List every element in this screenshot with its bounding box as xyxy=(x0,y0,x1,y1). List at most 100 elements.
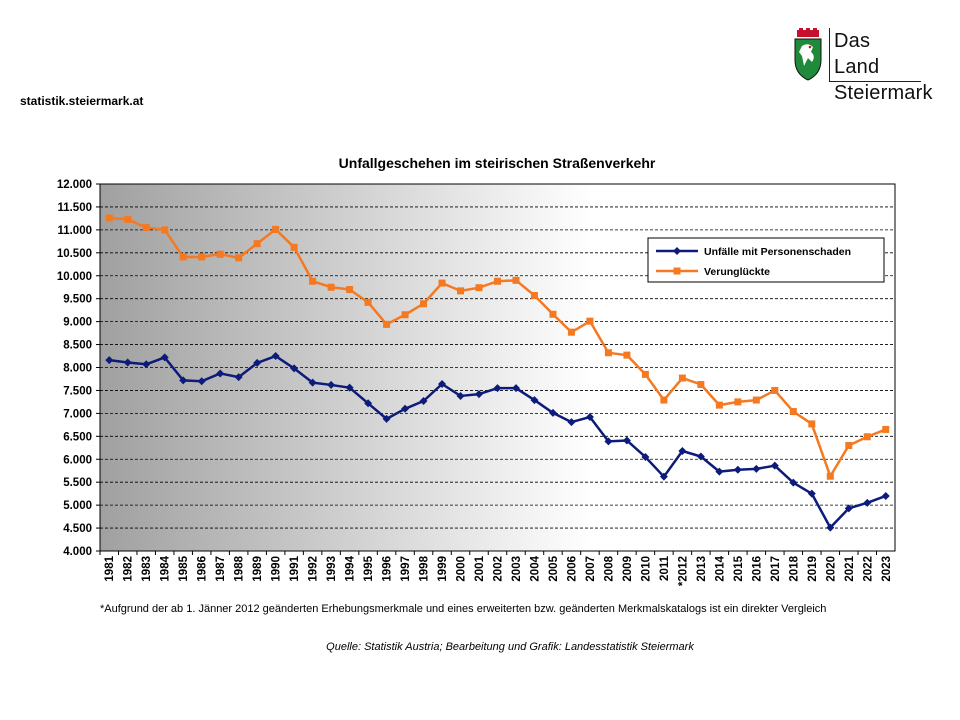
data-point-diamond xyxy=(659,472,668,481)
x-tick-label: 2000 xyxy=(456,556,468,582)
data-point-square xyxy=(789,408,797,416)
data-point-square xyxy=(697,380,705,388)
data-point-diamond xyxy=(548,408,557,417)
data-point-square xyxy=(882,425,890,433)
x-tick-label: 1999 xyxy=(437,556,449,582)
data-point-square xyxy=(457,287,465,295)
x-tick-label: 1998 xyxy=(419,555,431,581)
data-point-diamond xyxy=(197,377,206,386)
y-tick-label: 8.500 xyxy=(63,340,92,352)
data-point-diamond xyxy=(327,380,336,389)
footnote: *Aufgrund der ab 1. Jänner 2012 geändert… xyxy=(100,603,826,615)
data-point-square xyxy=(364,298,372,306)
x-tick-label: 2005 xyxy=(548,555,560,581)
data-point-diamond xyxy=(142,360,151,369)
data-point-diamond xyxy=(401,404,410,413)
y-tick-label: 6.000 xyxy=(63,454,92,466)
data-point-diamond xyxy=(290,364,299,373)
x-axis: 1981 1982 1983 1984 1985 1986 1987 1988 1989 1990… xyxy=(99,551,893,586)
data-point-square xyxy=(142,224,150,232)
y-axis: 4.000 4.500 5.000 5.500 6.000 6.500 7.000 7.500… xyxy=(57,179,100,558)
data-point-diamond xyxy=(364,399,373,408)
data-point-diamond xyxy=(308,378,317,387)
data-point-diamond xyxy=(160,353,169,362)
legend: Unfälle mit Personenschaden Verunglückte xyxy=(647,237,885,283)
y-tick-label: 9.000 xyxy=(63,317,92,329)
data-point-square xyxy=(438,279,446,287)
x-tick-label: 1993 xyxy=(326,556,338,582)
x-tick-label: 1983 xyxy=(141,556,153,582)
chart-title: Unfallgeschehen im steirischen Straßenve… xyxy=(339,155,656,171)
x-tick-label: 1989 xyxy=(252,556,264,582)
logo-line-1: Das Land xyxy=(834,30,880,78)
data-point-diamond xyxy=(604,437,613,446)
x-tick-label: 2001 xyxy=(474,555,486,581)
data-point-square xyxy=(863,433,871,441)
data-point-square xyxy=(235,254,243,262)
x-tick-label: 2018 xyxy=(788,555,800,581)
legend-label-2: Verunglückte xyxy=(704,266,770,278)
x-tick-label: 2021 xyxy=(844,555,856,581)
data-point-diamond xyxy=(530,396,539,405)
x-tick-label: 2004 xyxy=(529,555,541,581)
source-note: Quelle: Statistik Austria; Bearbeitung u… xyxy=(326,641,694,653)
x-tick-label: 1987 xyxy=(215,556,227,582)
x-tick-label: 1996 xyxy=(382,556,394,582)
y-tick-label: 5.000 xyxy=(63,500,92,512)
data-point-square xyxy=(678,374,686,382)
y-tick-label: 12.000 xyxy=(57,179,92,191)
data-point-square xyxy=(346,286,354,294)
logo-text: Das Land Steiermark xyxy=(829,28,933,104)
x-tick-label: *2012 xyxy=(677,556,689,586)
x-tick-label: 1986 xyxy=(197,556,209,582)
legend-marker-square xyxy=(673,267,681,275)
site-url: statistik.steiermark.at xyxy=(20,94,144,108)
data-point-square xyxy=(752,396,760,404)
data-point-square xyxy=(105,214,113,222)
y-tick-label: 8.000 xyxy=(63,363,92,375)
data-point-square xyxy=(216,250,224,258)
data-point-diamond xyxy=(752,464,761,473)
y-tick-label: 5.500 xyxy=(63,477,92,489)
x-tick-label: 2023 xyxy=(881,556,893,582)
y-tick-label: 4.500 xyxy=(63,523,92,535)
y-tick-label: 4.000 xyxy=(63,546,92,558)
data-point-diamond xyxy=(475,390,484,399)
x-tick-label: 2003 xyxy=(511,556,523,582)
data-point-diamond xyxy=(715,467,724,476)
y-tick-label: 11.500 xyxy=(57,202,92,214)
legend-box xyxy=(647,237,885,283)
data-point-square xyxy=(198,253,206,261)
x-tick-label: 2019 xyxy=(807,556,819,582)
data-point-diamond xyxy=(863,498,872,507)
data-point-square xyxy=(475,284,483,292)
x-tick-label: 1994 xyxy=(345,555,357,581)
data-point-diamond xyxy=(456,391,465,400)
x-tick-label: 1997 xyxy=(400,556,412,582)
data-point-square xyxy=(623,351,631,359)
data-point-diamond xyxy=(511,384,520,393)
data-point-diamond xyxy=(770,461,779,470)
data-point-diamond xyxy=(253,358,262,367)
x-tick-label: 2008 xyxy=(603,555,615,581)
data-point-square xyxy=(494,277,501,285)
data-point-square xyxy=(771,386,779,394)
x-tick-label: 2013 xyxy=(696,556,708,582)
data-point-square xyxy=(530,291,538,299)
x-tick-label: 2011 xyxy=(659,555,671,581)
data-point-square xyxy=(179,253,187,261)
data-point-diamond xyxy=(826,523,835,532)
data-point-square xyxy=(808,420,816,428)
legend-label-1: Unfälle mit Personenschaden xyxy=(704,246,851,258)
data-point-square xyxy=(826,472,834,480)
data-point-square xyxy=(734,398,742,406)
data-point-square xyxy=(272,225,280,233)
data-point-diamond xyxy=(733,465,742,474)
y-tick-label: 9.500 xyxy=(63,294,92,306)
data-point-square xyxy=(604,349,612,357)
x-tick-label: 2006 xyxy=(566,556,578,582)
x-tick-label: 2015 xyxy=(733,555,745,581)
data-point-diamond xyxy=(345,383,354,392)
data-point-diamond xyxy=(493,384,502,393)
data-point-diamond xyxy=(641,452,650,461)
